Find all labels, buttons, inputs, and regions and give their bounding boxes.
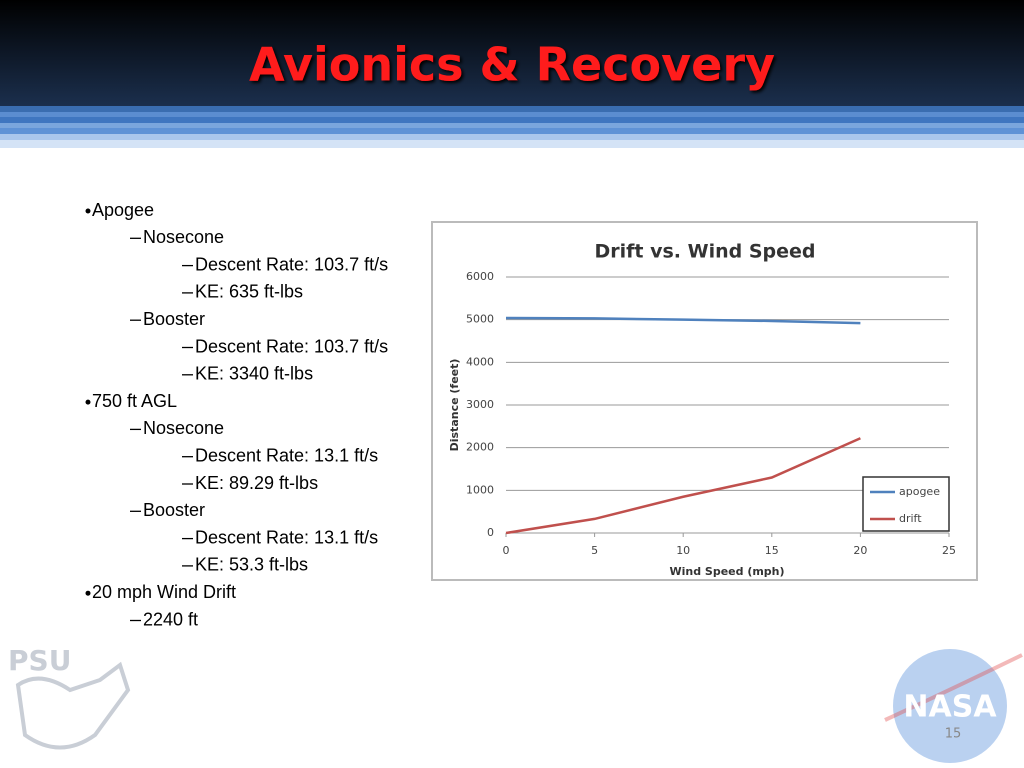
legend-label: drift [899,512,922,525]
bullet-text: Nosecone [143,418,224,438]
x-tick-label: 5 [591,544,598,557]
chart-title: Drift vs. Wind Speed [594,241,815,263]
x-tick-label: 15 [765,544,779,557]
nasa-logo: NASA [884,649,1023,763]
y-tick-label: 1000 [466,483,494,496]
x-tick-label: 25 [942,544,956,557]
y-tick-label: 0 [487,526,494,539]
bullet-text: KE: 3340 ft-lbs [195,364,313,384]
bullet-text: 20 mph Wind Drift [92,582,236,602]
x-tick-label: 20 [853,544,867,557]
logo-text: PSU [8,644,71,677]
slide-title: Avionics & Recovery [249,38,775,92]
bullet-text: Booster [143,500,205,520]
legend-label: apogee [899,485,940,498]
header-stripes [0,106,1024,148]
bullet-text: KE: 635 ft-lbs [195,282,303,302]
bullet-marker [85,590,91,596]
page-number: 15 [945,727,962,742]
bullet-text: Descent Rate: 13.1 ft/s [195,445,378,465]
y-tick-label: 2000 [466,441,494,454]
bullet-text: 2240 ft [143,609,198,629]
header [0,0,1024,106]
bullet-text: 750 ft AGL [92,391,177,411]
x-axis-label: Wind Speed (mph) [669,565,784,578]
bullet-text: KE: 89.29 ft-lbs [195,473,318,493]
bullet-text: Descent Rate: 103.7 ft/s [195,254,388,274]
x-tick-label: 10 [676,544,690,557]
bullet-text: KE: 53.3 ft-lbs [195,555,308,575]
bullet-text: Descent Rate: 103.7 ft/s [195,336,388,356]
chart: 0 1000 2000 3000 4000 5000 6000 0 5 10 15 20 25 apoge… [466,270,956,557]
bullet-list: Apogee Nosecone Descent Rate: 103.7 ft/s KE… [85,200,388,629]
bullet-text: Booster [143,309,205,329]
x-tick-label: 0 [503,544,510,557]
legend-box [862,476,950,532]
bullet-text: Apogee [92,200,154,220]
series-line [505,437,861,535]
y-tick-label: 3000 [466,398,494,411]
psu-logo: PSU [8,644,131,750]
y-tick-label: 6000 [466,270,494,283]
y-tick-label: 5000 [466,313,494,326]
bullet-marker [85,208,91,214]
series-line [505,316,861,325]
logo-text: NASA [903,690,997,725]
y-tick-label: 4000 [466,355,494,368]
y-axis-label: Distance (feet) [448,359,461,452]
bullet-marker [85,399,91,405]
bullet-text: Descent Rate: 13.1 ft/s [195,527,378,547]
bullet-text: Nosecone [143,227,224,247]
